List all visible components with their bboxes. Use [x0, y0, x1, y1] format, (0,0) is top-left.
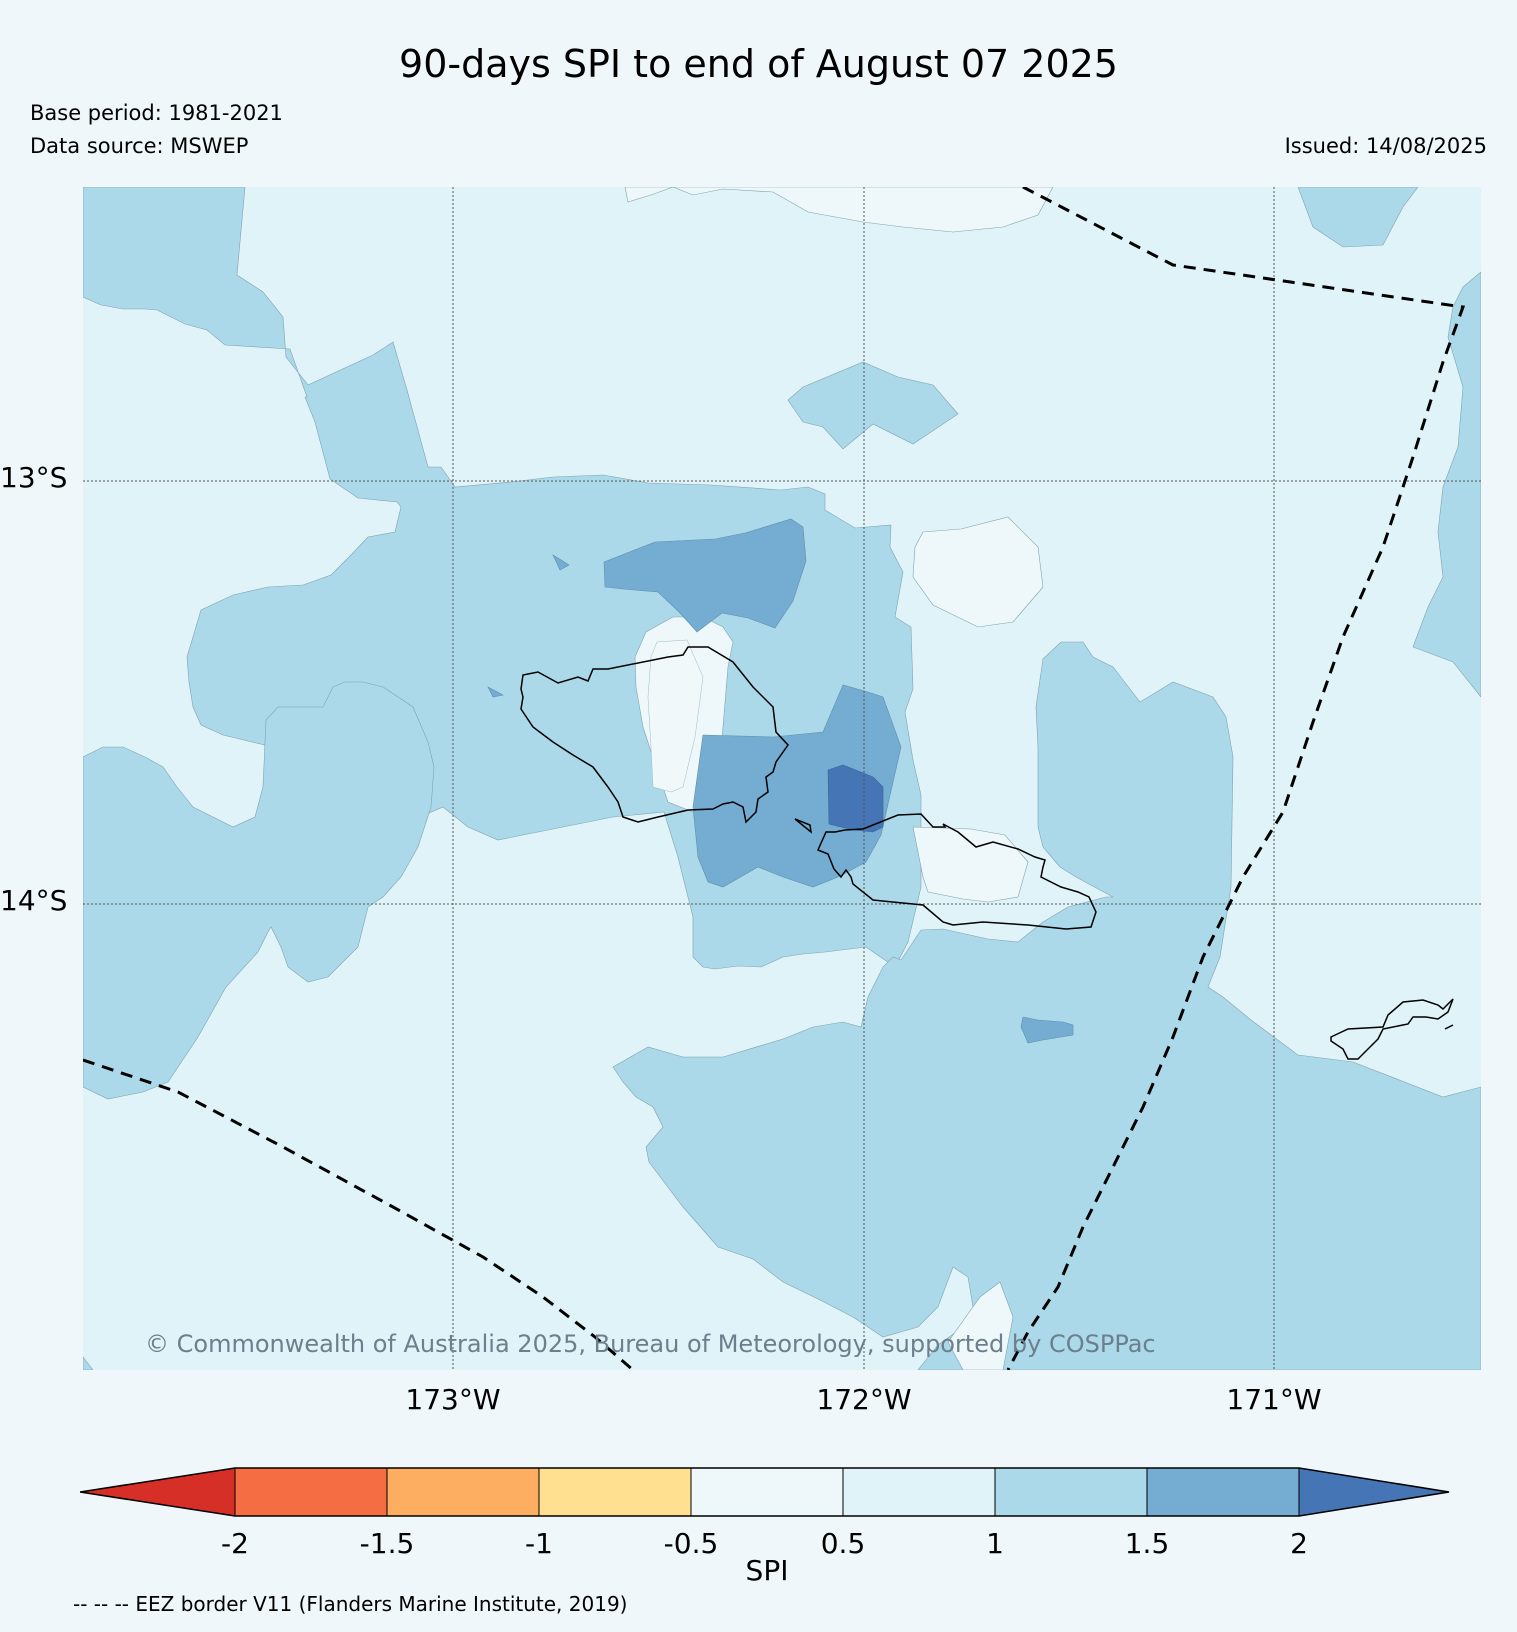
spi-map: [83, 187, 1481, 1370]
colorbar-bin-7: [1147, 1468, 1299, 1516]
spi-class-near-normal-inner: [647, 639, 704, 793]
colorbar-tick: 1.5: [1124, 1527, 1170, 1560]
colorbar-tick: 1: [986, 1527, 1004, 1560]
copyright-text: © Commonwealth of Australia 2025, Bureau…: [145, 1330, 1156, 1358]
colorbar-tick: -0.5: [663, 1527, 719, 1560]
issued-date-text: Issued: 14/08/2025: [1284, 134, 1487, 158]
lon-label-171w: 171°W: [1226, 1383, 1322, 1416]
spi-colorbar: [80, 1467, 1450, 1517]
coastlines: [520, 646, 1454, 1060]
colorbar-bin-5: [843, 1468, 995, 1516]
base-period-text: Base period: 1981-2021: [30, 101, 283, 125]
colorbar-tick: 0.5: [820, 1527, 866, 1560]
graticule: [83, 187, 1481, 1370]
lat-label-13s: 13°S: [0, 461, 68, 494]
eez-borders: [83, 187, 1466, 1370]
colorbar-tick: 2: [1290, 1527, 1308, 1560]
lon-label-173w: 173°W: [405, 1383, 501, 1416]
colorbar-extend-high: [1299, 1468, 1449, 1516]
colorbar-bin-4: [691, 1468, 843, 1516]
lon-label-172w: 172°W: [816, 1383, 912, 1416]
colorbar-bin-3: [539, 1468, 691, 1516]
colorbar-bin-1: [235, 1468, 387, 1516]
data-source-text: Data source: MSWEP: [30, 134, 249, 158]
colorbar-label: SPI: [745, 1554, 789, 1587]
colorbar-extend-low: [80, 1468, 235, 1516]
spi-class-above-2: [827, 764, 884, 833]
spi-class-1.5-2: [487, 518, 1074, 1044]
colorbar-bin-6: [995, 1468, 1147, 1516]
colorbar-bin-2: [387, 1468, 539, 1516]
eez-legend-text: -- -- -- EEZ border V11 (Flanders Marine…: [73, 1592, 628, 1616]
map-title: 90-days SPI to end of August 07 2025: [399, 42, 1118, 86]
colorbar-tick: -2: [221, 1527, 249, 1560]
colorbar-tick: -1: [525, 1527, 553, 1560]
colorbar-tick: -1.5: [359, 1527, 415, 1560]
lat-label-14s: 14°S: [0, 884, 68, 917]
